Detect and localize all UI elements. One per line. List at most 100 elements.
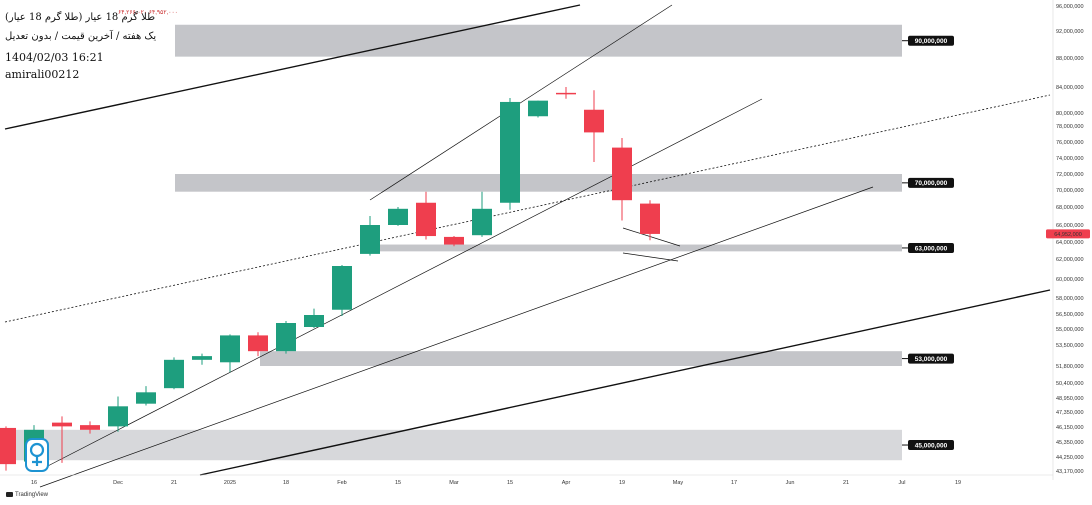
- price-tick-label: 56,500,000: [1056, 312, 1084, 318]
- chart-subtitle: یک هفته / آخرین قیمت / بدون تعدیل: [5, 31, 157, 42]
- zone-label-text: 53,000,000: [915, 356, 948, 363]
- candle-body: [108, 406, 128, 427]
- time-tick-label: Feb: [337, 480, 346, 486]
- time-axis[interactable]: 16 Dec 21 2025 18 Feb 15 Mar 15 Apr 19 May 17 Jun 21 Ju…: [0, 474, 1053, 486]
- time-tick-label: 2025: [224, 480, 236, 486]
- candle-21: [584, 90, 604, 162]
- candlestick-series: [0, 87, 660, 471]
- time-tick-label: 15: [507, 480, 513, 486]
- price-tick-label: 66,000,000: [1056, 223, 1084, 229]
- zone-label-text: 90,000,000: [915, 38, 948, 45]
- lower-channel-line: [199, 289, 1051, 476]
- price-tick-label: 84,000,000: [1056, 85, 1084, 91]
- time-tick-label: 15: [395, 480, 401, 486]
- candle-13: [360, 216, 380, 256]
- price-tick-label: 48,950,000: [1056, 396, 1084, 402]
- candle-body: [612, 147, 632, 201]
- price-tick-label: 45,350,000: [1056, 440, 1084, 446]
- price-tick-label: 55,000,000: [1056, 327, 1084, 333]
- candle-15: [416, 191, 436, 240]
- price-tick-label: 72,000,000: [1056, 172, 1084, 178]
- candle-body: [248, 335, 268, 352]
- price-tick-label: 60,000,000: [1056, 277, 1084, 283]
- price-tick-label: 44,250,000: [1056, 455, 1084, 461]
- zone-label-box: [908, 242, 954, 253]
- candle-12: [332, 265, 352, 316]
- price-tick-label: 53,500,000: [1056, 343, 1084, 349]
- price-axis[interactable]: 96,000,000 92,000,000 88,000,000 84,000,000…: [1046, 0, 1090, 480]
- price-tick-label: 88,000,000: [1056, 56, 1084, 62]
- candle-20: [556, 87, 576, 99]
- candle-body: [276, 323, 296, 352]
- candle-23: [640, 200, 660, 241]
- candle-body: [472, 208, 492, 236]
- time-tick-label: Mar: [449, 480, 459, 486]
- zone-label-box: [908, 35, 954, 46]
- candle-17: [472, 191, 492, 237]
- candle-body: [388, 208, 408, 225]
- steep-upper-line: [369, 4, 673, 201]
- candle-9: [248, 332, 268, 357]
- time-tick-label: 19: [619, 480, 625, 486]
- zone-price-labels: 90,000,000 70,000,000 63,000,000 53,000,000…: [902, 35, 954, 451]
- time-tick-label: May: [673, 480, 684, 486]
- zone-label-text: 63,000,000: [915, 245, 948, 252]
- price-tick-label: 92,000,000: [1056, 29, 1084, 35]
- price-tick-label: 58,000,000: [1056, 296, 1084, 302]
- candle-10: [276, 321, 296, 354]
- candle-5: [136, 386, 156, 406]
- zone-63000000: [380, 244, 902, 252]
- candle-body: [584, 109, 604, 133]
- support-resistance-zones: [5, 24, 902, 461]
- last-price-badge: [1046, 229, 1090, 239]
- price-tick-label: 46,150,000: [1056, 425, 1084, 431]
- candle-body: [192, 356, 212, 360]
- candle-body: [136, 392, 156, 404]
- candle-0: [0, 426, 16, 471]
- candle-body: [304, 315, 324, 327]
- time-tick-label: 21: [171, 480, 177, 486]
- time-tick-label: 21: [843, 480, 849, 486]
- time-tick-label: 17: [731, 480, 737, 486]
- candle-body: [444, 236, 464, 245]
- price-tick-label: 47,350,000: [1056, 410, 1084, 416]
- candle-body: [528, 100, 548, 117]
- candle-14: [388, 207, 408, 226]
- time-tick-label: 18: [283, 480, 289, 486]
- candle-body: [220, 335, 240, 363]
- mid-channel-line: [39, 186, 874, 488]
- time-tick-label: Dec: [113, 480, 123, 486]
- zone-label-text: 45,000,000: [915, 442, 948, 449]
- time-tick-label: Jun: [786, 480, 795, 486]
- candle-body: [332, 266, 352, 310]
- candle-7: [192, 353, 212, 365]
- zone-label-box: [908, 177, 954, 188]
- candle-16: [444, 236, 464, 247]
- tradingview-logo-icon: [6, 492, 13, 497]
- time-tick-label: Jul: [898, 480, 905, 486]
- candle-body: [80, 425, 100, 430]
- candle-body: [0, 427, 16, 465]
- price-tick-label: 51,800,000: [1056, 364, 1084, 370]
- price-tick-label: 62,000,000: [1056, 257, 1084, 263]
- candle-body: [164, 359, 184, 389]
- price-tick-label: 76,000,000: [1056, 140, 1084, 146]
- time-tick-label: 16: [31, 480, 37, 486]
- zone-label-box: [908, 440, 954, 451]
- tradingview-brand: TradingView: [6, 492, 48, 498]
- symbol-title: طلا گرم 18 عیار (طلا گرم 18 عیار): [5, 12, 156, 23]
- candle-body: [556, 92, 576, 95]
- candle-4: [108, 396, 128, 432]
- zone-53000000: [260, 351, 902, 366]
- projection-line-a: [622, 227, 681, 247]
- candle-22: [612, 138, 632, 221]
- candle-body: [52, 422, 72, 427]
- price-tick-label: 78,000,000: [1056, 124, 1084, 130]
- zone-90000000: [175, 24, 902, 57]
- price-tick-label: 80,000,000: [1056, 111, 1084, 117]
- snapshot-datetime: 1404/02/03 16:21: [5, 51, 104, 64]
- candle-2: [52, 416, 72, 463]
- candle-body: [500, 101, 520, 203]
- price-tick-label: 64,000,000: [1056, 240, 1084, 246]
